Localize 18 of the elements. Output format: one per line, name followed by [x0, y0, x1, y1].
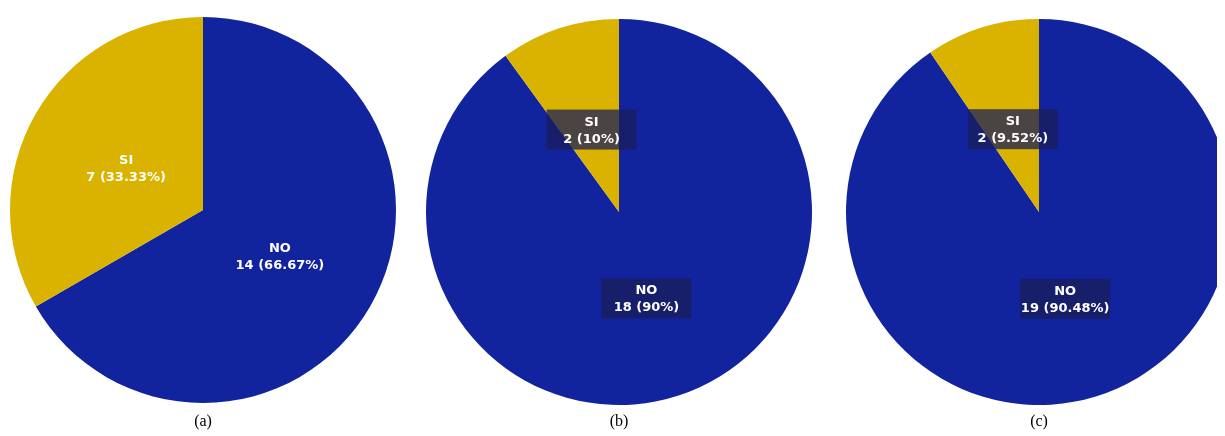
text: (b) [609, 412, 629, 430]
data-label: 19 (90.48%) [1020, 299, 1110, 315]
text: (a) [194, 412, 212, 430]
pie-slice [35, 17, 396, 403]
data-label: 14 (66.67%) [235, 257, 325, 273]
slice-label: NO [268, 240, 291, 256]
text: (c) [1030, 412, 1048, 430]
data-label: 18 (90%) [613, 299, 680, 315]
data-label: 2 (10%) [563, 130, 620, 146]
slice-label: NO [635, 282, 658, 298]
slice-label: SI [1005, 113, 1020, 129]
pie-slice [426, 19, 812, 405]
pie-slice [10, 17, 203, 307]
data-label: 7 (33.33%) [86, 168, 166, 184]
slice-label: SI [119, 151, 134, 167]
data-label: 2 (9.52%) [977, 130, 1049, 146]
slice-label: NO [1054, 282, 1077, 298]
slice-label: SI [584, 113, 599, 129]
